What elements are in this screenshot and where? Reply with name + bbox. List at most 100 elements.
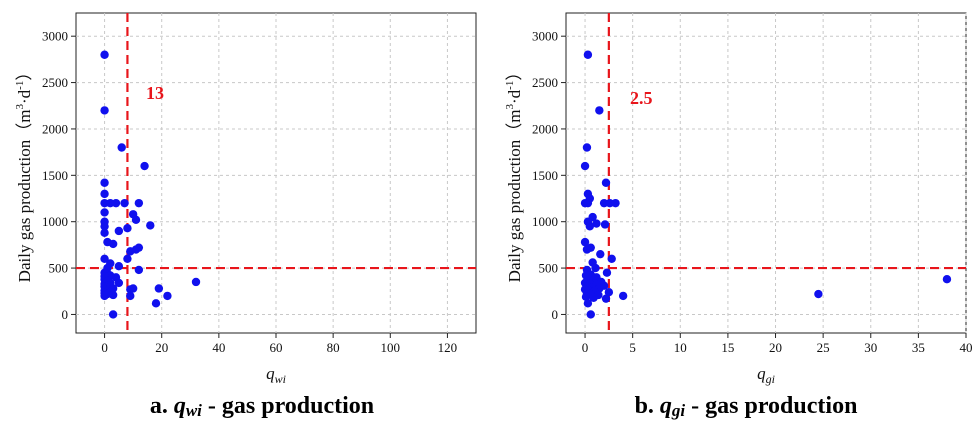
data-point-b — [596, 249, 605, 259]
data-point-b — [583, 50, 593, 59]
data-point-b — [611, 198, 620, 208]
x-tick-label-a: 60 — [270, 340, 283, 355]
x-tick-label-a: 0 — [101, 340, 108, 355]
y-tick-label-b: 3000 — [532, 29, 558, 44]
x-tick-label-b: 5 — [629, 340, 636, 355]
data-point-a — [100, 50, 109, 59]
data-point-a — [134, 198, 144, 208]
y-tick-label-b: 2500 — [532, 75, 558, 90]
data-point-b — [582, 245, 592, 254]
panel-a: 0 20 40 60 80 100 120050010001500200025003000 … — [14, 12, 477, 420]
x-tick-label-a: 120 — [438, 340, 458, 355]
data-point-a — [126, 291, 135, 301]
data-point-a — [114, 226, 124, 236]
data-point-a — [117, 143, 126, 152]
data-point-b — [585, 222, 595, 231]
data-point-a — [100, 254, 109, 263]
data-point-b — [583, 198, 593, 208]
x-tick-label-b: 25 — [817, 340, 830, 355]
caption-a: a. qwi - gas production — [150, 393, 374, 420]
data-point-a — [100, 106, 109, 115]
data-point-a — [108, 310, 118, 319]
y-tick-label-a: 500 — [49, 261, 69, 276]
data-point-a — [100, 291, 109, 301]
data-point-a — [126, 247, 135, 256]
data-point-a — [151, 299, 161, 308]
data-point-b — [592, 219, 601, 228]
data-point-b — [581, 292, 591, 302]
threshold-lines-b — [566, 13, 966, 333]
x-tick-label-b: 30 — [864, 340, 877, 355]
data-point-a — [114, 278, 124, 288]
caption-b: b. qgi - gas production — [635, 393, 858, 420]
data-point-b — [602, 268, 612, 277]
data-point-b — [582, 143, 592, 152]
x-tick-label-a: 80 — [327, 340, 340, 355]
x-tick-label-b: 35 — [912, 340, 925, 355]
y-axis-label-b: Daily gas production（m3·d-1） — [504, 64, 524, 283]
data-point-a — [163, 291, 172, 301]
data-point-a — [131, 215, 141, 225]
ticks-a: 0 20 40 60 80 100 120 0 500 1000 1500 2000 2500 3000 — [42, 29, 457, 355]
data-point-a — [114, 262, 124, 271]
data-point-b — [601, 294, 611, 303]
data-point-a — [108, 239, 118, 249]
data-point-a — [111, 198, 121, 208]
data-point-a — [100, 178, 109, 187]
y-tick-label-a: 3000 — [42, 29, 68, 44]
data-point-b — [601, 178, 611, 187]
data-point-a — [146, 221, 155, 230]
data-point-b — [580, 237, 590, 247]
y-tick-label-a: 1000 — [42, 214, 68, 229]
data-point-a — [120, 198, 129, 208]
data-point-a — [123, 254, 132, 263]
y-tick-label-a: 1500 — [42, 168, 68, 183]
data-point-b — [618, 291, 628, 301]
data-point-b — [942, 275, 952, 284]
panel-b: 0 5 10 15 20 25 30 35 40 0 500 1000 1500 2000 2500 3000… — [504, 12, 972, 420]
y-tick-label-b: 1000 — [532, 214, 558, 229]
threshold-label-b: 2.5 — [630, 88, 653, 108]
data-point-b — [604, 287, 614, 297]
y-tick-label-a: 0 — [62, 307, 69, 322]
data-point-a — [154, 284, 164, 293]
x-axis-label-a: qwi — [266, 364, 286, 386]
y-tick-label-a: 2500 — [42, 75, 68, 90]
points-b — [580, 50, 952, 319]
data-point-b — [595, 106, 604, 115]
x-tick-label-b: 15 — [721, 340, 734, 355]
data-point-a — [191, 277, 201, 287]
x-axis-label-b: qgi — [757, 364, 775, 386]
data-point-a — [140, 161, 149, 171]
data-point-a — [100, 189, 109, 199]
data-point-b — [580, 161, 590, 171]
ticks-b: 0 5 10 15 20 25 30 35 40 0 500 1000 1500 2000 2500 3000 — [532, 29, 972, 355]
x-tick-label-a: 100 — [381, 340, 401, 355]
y-tick-label-a: 2000 — [42, 121, 68, 136]
data-point-a — [134, 265, 144, 275]
y-tick-label-b: 1500 — [532, 168, 558, 183]
threshold-label-a: 13 — [146, 83, 164, 103]
data-point-b — [814, 289, 823, 299]
data-point-a — [100, 228, 109, 238]
x-tick-label-b: 40 — [960, 340, 972, 355]
data-point-b — [583, 299, 593, 308]
data-point-b — [600, 220, 610, 229]
y-tick-label-b: 0 — [552, 307, 559, 322]
x-tick-label-a: 20 — [155, 340, 168, 355]
threshold-lines-a — [76, 13, 476, 333]
points-a — [100, 50, 201, 319]
data-point-a — [108, 290, 118, 300]
data-point-a — [100, 222, 109, 231]
x-tick-label-b: 20 — [769, 340, 782, 355]
data-point-a — [100, 208, 109, 217]
data-point-a — [123, 223, 132, 233]
x-tick-label-b: 0 — [582, 340, 589, 355]
x-tick-label-a: 40 — [212, 340, 225, 355]
plot-area-b — [565, 12, 967, 334]
data-point-b — [607, 254, 616, 263]
x-tick-label-b: 10 — [674, 340, 687, 355]
y-axis-label-a: Daily gas production（m3·d-1） — [14, 64, 34, 283]
data-point-b — [586, 310, 595, 319]
